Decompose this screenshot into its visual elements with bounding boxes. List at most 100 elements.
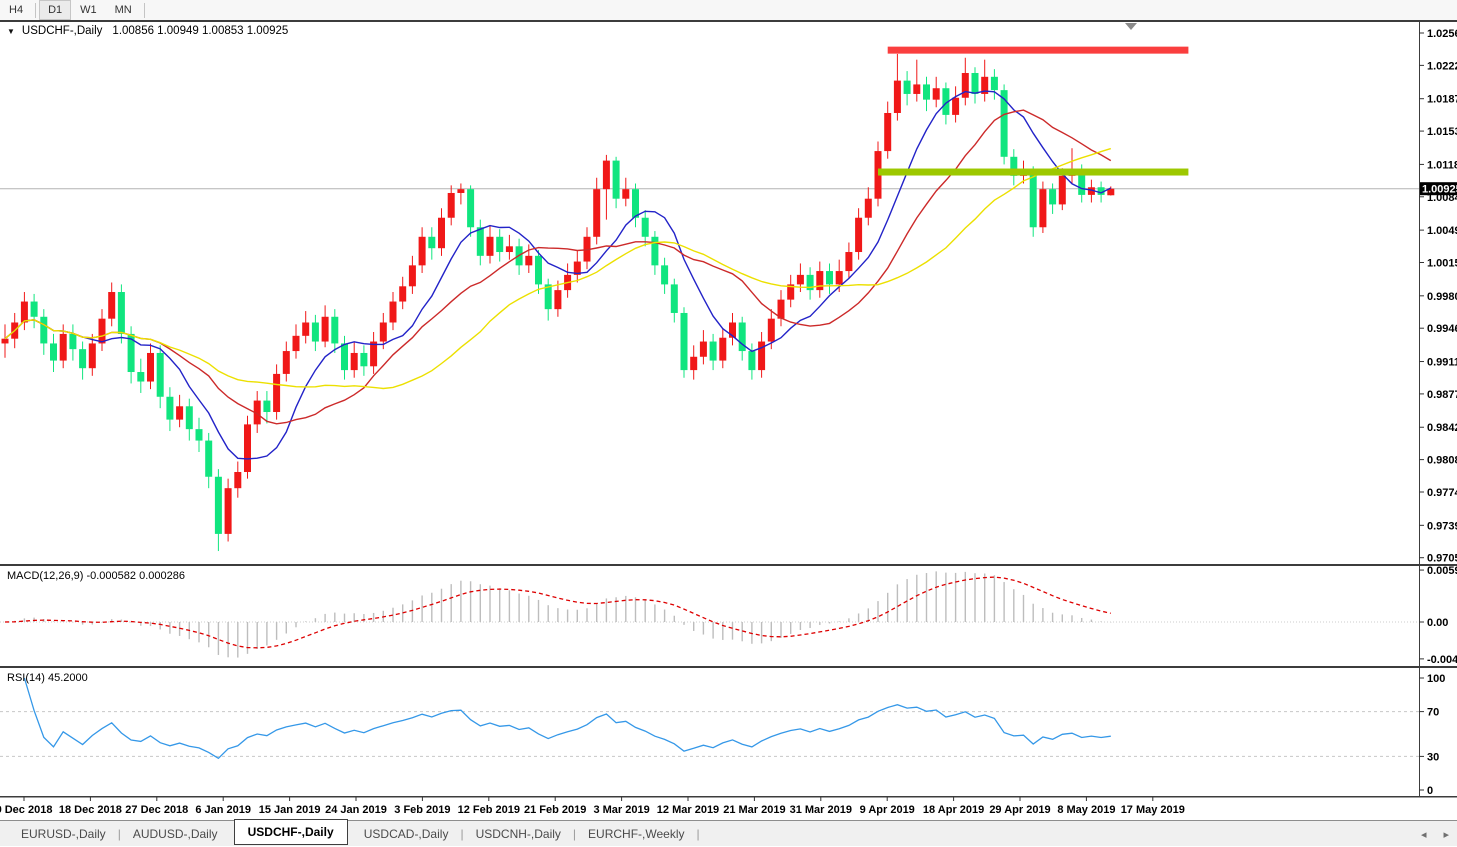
rsi-axis-label: 30 [1427,751,1439,763]
toolbar-separator [35,2,37,18]
tab-audusd-daily[interactable]: AUDUSD-,Daily [132,826,218,841]
candle-body [903,80,911,94]
candle-body [864,198,872,218]
date-label: 17 May 2019 [1121,804,1185,816]
candle-body [661,265,669,285]
price-axis-line [1419,21,1420,797]
candle-body [350,352,358,371]
timeframe-button-mn[interactable]: MN [106,0,141,20]
ma-line-28 [4,147,1112,390]
candle-body [845,252,853,272]
candle-body [1029,172,1037,228]
date-label: 9 Dec 2018 [0,804,52,816]
candle-body [767,318,775,342]
chart-title-ohlc: 1.00856 1.00949 1.00853 1.00925 [112,25,289,37]
tab-usdchf-daily[interactable]: USDCHF-,Daily [233,818,348,845]
collapse-triangle-icon[interactable]: ▼ [7,26,15,36]
tab-separator: | [117,826,121,841]
current-price-tag-text: 1.00925 [1422,184,1457,196]
price-axis-label: 1.01530 [1427,126,1457,138]
candle-body [632,189,639,218]
date-label: 12 Feb 2019 [458,804,520,816]
candle-body [505,246,513,253]
rsi-axis-label: 70 [1427,707,1439,719]
candle-body [952,97,960,115]
price-axis-label: 0.98420 [1427,422,1457,434]
candle-body [185,406,193,430]
candle-body [263,400,271,413]
candle-body [486,236,494,256]
candle-body [544,284,552,310]
candle-body [137,372,145,382]
macd-axis-label: 0.00 [1427,617,1448,629]
candle-body [1058,175,1066,205]
tab-usdcad-daily[interactable]: USDCAD-,Daily [363,826,449,841]
candle-body [641,217,649,237]
candle-body [88,343,96,369]
timeframe-button-h4[interactable]: H4 [0,0,32,20]
timeframe-toolbar: H4 D1 W1 MN [0,0,1457,20]
date-label: 18 Apr 2019 [923,804,984,816]
tab-separator: | [460,826,464,841]
candle-body [98,318,106,344]
candle-body [292,335,300,352]
candle-body [147,352,154,382]
candle-body [1097,187,1105,195]
candle-body [399,286,407,302]
candle-body [341,343,348,371]
price-axis-label: 1.01180 [1427,159,1457,171]
candle-body [719,337,727,361]
candle-body [525,255,533,266]
date-label: 3 Feb 2019 [394,804,450,816]
candle-body [418,236,426,266]
candle-body [1039,189,1047,228]
price-axis-label: 0.98080 [1427,455,1457,467]
candle-body [1010,156,1018,176]
candle-body [117,292,125,334]
tab-eurusd-daily[interactable]: EURUSD-,Daily [21,826,106,841]
candle-body [816,271,824,291]
candle-body [961,72,969,98]
candle-body [913,84,921,94]
rsi-line [23,677,1111,760]
candle-body [923,84,930,100]
timeframe-button-w1[interactable]: W1 [71,0,106,20]
main-macd-divider [0,564,1457,566]
candle-body [438,217,445,249]
tab-eurchf-weekly[interactable]: EURCHF-,Weekly [588,826,685,841]
candle-body [302,322,310,336]
price-axis-label: 0.98770 [1427,389,1457,401]
tab-scroll-right-icon[interactable]: ▸ [1443,828,1449,841]
tab-separator: | [696,826,700,841]
candle-body [680,312,688,371]
candle-body [535,255,542,285]
tab-usdcnh-daily[interactable]: USDCNH-,Daily [475,826,561,841]
candle-body [690,356,698,371]
date-label: 6 Jan 2019 [195,804,251,816]
support-line[interactable] [878,168,1189,176]
candle-body [1087,187,1095,195]
candle-body [108,292,116,319]
candle-body [331,316,339,344]
tab-scroll-left-icon[interactable]: ◂ [1420,828,1427,841]
date-label: 27 Dec 2018 [125,804,188,816]
candle-body [205,440,213,477]
candle-body [990,76,998,91]
timeframe-button-d1[interactable]: D1 [39,0,72,20]
candle-body [806,274,814,291]
candle-body [156,352,164,397]
chart-canvas[interactable]: 1.02560 1.02220 1.01870 1.01530 1.01180 1.008… [0,0,1457,820]
candle-body [893,80,901,113]
candle-body [234,471,242,489]
resistance-line[interactable] [887,46,1189,54]
candle-body [670,284,678,313]
date-label: 9 Apr 2019 [860,804,915,816]
candle-body [50,343,57,361]
price-axis-label: 1.02560 [1427,28,1457,40]
candle-body [467,189,475,228]
date-label: 15 Jan 2019 [259,804,321,816]
macd-axis-label: -0.00424 [1427,654,1457,666]
macd-signal-line [4,576,1111,649]
candle-body [884,112,892,152]
tab-separator: | [572,826,577,841]
